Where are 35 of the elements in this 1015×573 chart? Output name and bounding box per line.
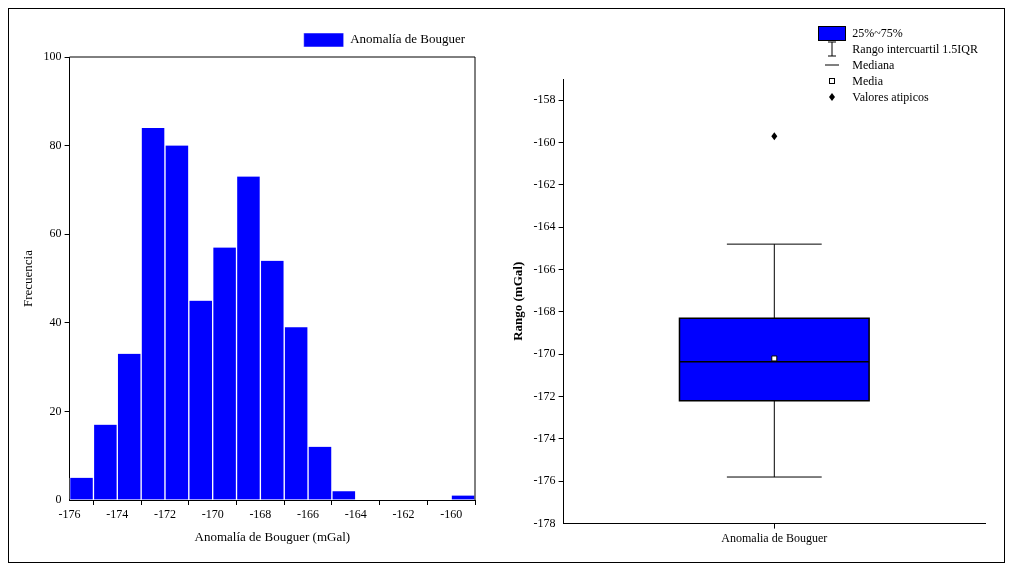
x-tick-label: -164 bbox=[344, 507, 367, 522]
y-tick-label: -174 bbox=[533, 431, 556, 446]
x-axis-title: Anomalía de Bouguer (mGal) bbox=[194, 528, 351, 544]
x-tick-label: Anomalia de Bouguer bbox=[721, 530, 828, 545]
y-tick-label: 20 bbox=[49, 403, 62, 418]
x-tick-label: -168 bbox=[249, 507, 272, 522]
y-axis-title: Rango (mGal) bbox=[510, 261, 526, 341]
x-tick-label: -162 bbox=[392, 507, 415, 522]
y-tick-label: -168 bbox=[533, 304, 556, 319]
y-tick-label: 100 bbox=[43, 49, 62, 64]
y-tick-label: -164 bbox=[533, 219, 556, 234]
y-tick-label: 60 bbox=[49, 226, 62, 241]
x-tick-label: -166 bbox=[297, 507, 320, 522]
legend-label: Anomalía de Bouguer bbox=[350, 31, 466, 47]
text: Rango intercuartil 1.5IQR bbox=[852, 41, 978, 57]
y-axis-title: Frecuencia bbox=[20, 249, 36, 308]
x-tick-label: -172 bbox=[153, 507, 176, 522]
y-tick-label: -170 bbox=[533, 346, 556, 361]
y-tick-label: -160 bbox=[533, 134, 556, 149]
annotation: Media bbox=[852, 73, 884, 89]
y-tick-label: -158 bbox=[533, 92, 556, 107]
text: Mediana bbox=[852, 57, 895, 73]
y-tick-label: -162 bbox=[533, 177, 556, 192]
x-tick-label: -174 bbox=[106, 507, 129, 522]
y-tick-label: -172 bbox=[533, 388, 556, 403]
x-tick-label: -170 bbox=[201, 507, 224, 522]
legend-label: 25%~75% bbox=[852, 25, 903, 41]
y-tick-label: -178 bbox=[533, 515, 556, 530]
annotation: Valores atipicos bbox=[852, 89, 929, 105]
x-tick-label: -160 bbox=[440, 507, 463, 522]
y-tick-label: 80 bbox=[49, 137, 62, 152]
y-tick-label: 40 bbox=[49, 314, 62, 329]
y-tick-label: -166 bbox=[533, 261, 556, 276]
y-tick-label: 0 bbox=[55, 492, 62, 507]
y-tick-label: -176 bbox=[533, 473, 556, 488]
